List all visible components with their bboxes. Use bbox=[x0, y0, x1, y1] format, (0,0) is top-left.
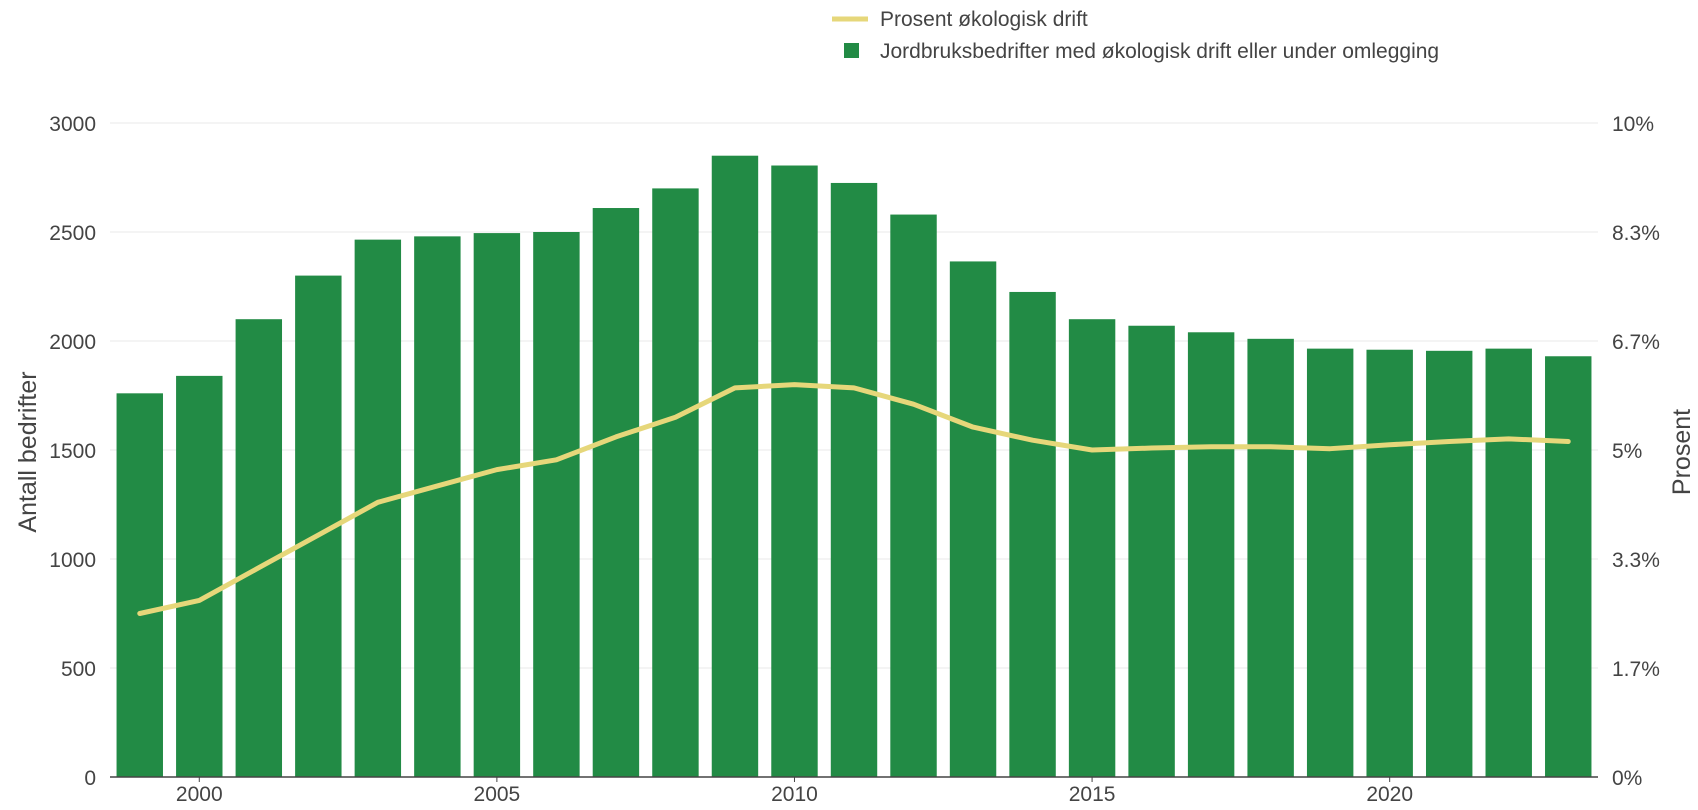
bar-2023 bbox=[1545, 356, 1592, 777]
line-series bbox=[137, 382, 1571, 616]
legend-label-bar: Jordbruksbedrifter med økologisk drift e… bbox=[880, 40, 1439, 63]
line-prosent bbox=[137, 382, 1571, 616]
bar-2008 bbox=[652, 188, 699, 777]
y-left-tick-label: 500 bbox=[61, 658, 96, 681]
bar-2017 bbox=[1187, 332, 1235, 777]
y-right-tick-label: 10% bbox=[1612, 113, 1654, 136]
bar-2001 bbox=[235, 319, 283, 777]
bar-2005 bbox=[473, 233, 521, 778]
x-tick-label: 2005 bbox=[474, 783, 521, 805]
y-left-tick-label: 0 bbox=[84, 767, 96, 790]
bar-2007 bbox=[592, 208, 640, 777]
bar-2021 bbox=[1425, 350, 1473, 777]
axes: 0 0% 500 1.7% 1000 3.3% 1500 5% 2000 6.7% 2500 8.3%… bbox=[49, 113, 1660, 806]
bar-2009 bbox=[711, 155, 759, 777]
y-left-tick-label: 1500 bbox=[49, 440, 96, 463]
y-axis-left-title: Antall bedrifter bbox=[14, 371, 42, 532]
y-right-tick-label: 8.3% bbox=[1612, 222, 1660, 245]
legend: Prosent økologisk drift Jordbruksbedrift… bbox=[832, 8, 1439, 63]
legend-label-line: Prosent økologisk drift bbox=[880, 8, 1088, 31]
bar-2020 bbox=[1366, 349, 1413, 777]
y-right-tick-label: 1.7% bbox=[1612, 658, 1660, 681]
x-tick-label: 2000 bbox=[176, 783, 223, 805]
bars bbox=[116, 155, 1592, 778]
bar-1999 bbox=[116, 393, 163, 777]
bar-2011 bbox=[830, 182, 878, 777]
bar-2012 bbox=[890, 214, 937, 777]
bar-2018 bbox=[1247, 338, 1294, 777]
bar-2000 bbox=[176, 375, 223, 777]
x-tick-label: 2015 bbox=[1069, 783, 1116, 805]
bar-2015 bbox=[1068, 319, 1116, 777]
bar-2016 bbox=[1128, 325, 1175, 777]
y-right-tick-label: 0% bbox=[1612, 767, 1642, 790]
bar-2010 bbox=[771, 165, 818, 777]
y-right-tick-label: 3.3% bbox=[1612, 549, 1660, 572]
bar-2014 bbox=[1009, 291, 1056, 777]
bar-2004 bbox=[414, 236, 461, 778]
legend-bar-swatch bbox=[844, 43, 859, 58]
y-axis-right-title: Prosent bbox=[1668, 409, 1696, 495]
bar-2013 bbox=[949, 261, 997, 777]
y-right-tick-label: 5% bbox=[1612, 440, 1642, 463]
y-left-tick-label: 2500 bbox=[49, 222, 96, 245]
y-left-tick-label: 3000 bbox=[49, 113, 96, 136]
bar-2022 bbox=[1485, 348, 1532, 777]
x-tick-label: 2020 bbox=[1366, 783, 1413, 805]
y-left-tick-label: 2000 bbox=[49, 331, 96, 354]
bar-2019 bbox=[1306, 348, 1354, 777]
bar-2006 bbox=[533, 232, 580, 777]
y-right-tick-label: 6.7% bbox=[1612, 331, 1660, 354]
x-tick-label: 2010 bbox=[771, 783, 818, 805]
y-left-tick-label: 1000 bbox=[49, 549, 96, 572]
bar-2003 bbox=[354, 239, 402, 777]
